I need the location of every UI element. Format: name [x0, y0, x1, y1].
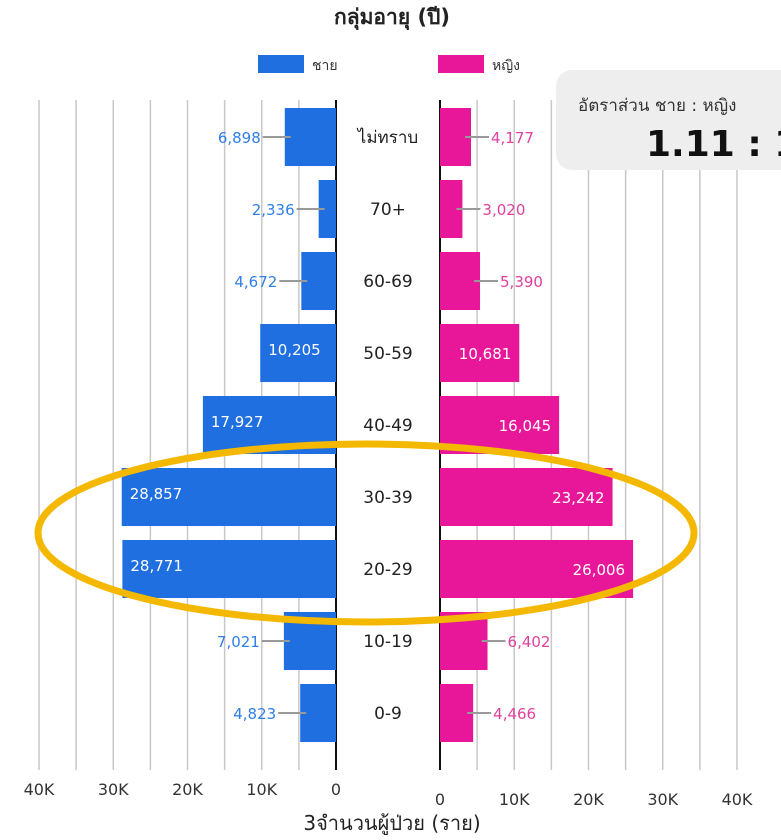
bar-male — [122, 540, 336, 598]
female-value-label: 10,681 — [459, 345, 512, 363]
left-tick-label: 10K — [246, 780, 277, 799]
left-tick-label: 20K — [172, 780, 203, 799]
female-value-label: 26,006 — [573, 561, 626, 579]
category-label: 30-39 — [363, 488, 412, 508]
ratio-value: 1.11 : 1 — [646, 124, 781, 165]
category-label: 60-69 — [363, 272, 412, 292]
legend: ชาย หญิง — [258, 55, 520, 74]
male-value-label: 28,771 — [130, 557, 183, 575]
bar-male — [284, 108, 336, 166]
left-tick-label: 0 — [331, 780, 341, 799]
bar-female — [440, 252, 481, 310]
female-value-label: 6,402 — [508, 633, 551, 651]
x-axis-label: 3จำนวนผู้ป่วย (ราย) — [303, 811, 480, 836]
legend-swatch-female — [438, 55, 484, 73]
left-tick-label: 40K — [24, 780, 55, 799]
bars — [121, 108, 634, 742]
female-value-label: 5,390 — [500, 273, 543, 291]
axis-ticks: 40K 30K 20K 10K 0 0 10K 20K 30K 40K — [24, 780, 753, 809]
right-tick-label: 40K — [722, 790, 753, 809]
female-value-label: 3,020 — [482, 201, 525, 219]
bar-female — [440, 180, 463, 238]
male-value-label: 7,021 — [217, 633, 260, 651]
category-label: ไม่ทราบ — [356, 127, 418, 148]
right-tick-label: 30K — [647, 790, 678, 809]
legend-swatch-male — [258, 55, 304, 73]
female-value-label: 23,242 — [552, 489, 605, 507]
category-label: 40-49 — [363, 416, 412, 436]
right-tick-label: 10K — [499, 790, 530, 809]
right-tick-label: 20K — [573, 790, 604, 809]
male-value-label: 17,927 — [211, 413, 264, 431]
bar-female — [440, 468, 613, 526]
category-label: 70+ — [370, 200, 406, 220]
ratio-label: อัตราส่วน ชาย : หญิง — [578, 96, 737, 116]
female-value-label: 4,466 — [493, 705, 536, 723]
female-value-label: 4,177 — [491, 129, 534, 147]
labels: ไม่ทราบ 6,898 4,177 70+ 2,336 3,020 60-69 4,672… — [130, 127, 625, 724]
female-value-label: 16,045 — [499, 417, 552, 435]
ratio-box: อัตราส่วน ชาย : หญิง 1.11 : 1 — [556, 70, 781, 170]
right-tick-label: 0 — [435, 790, 445, 809]
bar-male — [260, 324, 336, 382]
male-value-label: 2,336 — [252, 201, 295, 219]
male-value-label: 10,205 — [268, 341, 321, 359]
male-value-label: 6,898 — [218, 129, 261, 147]
bar-female — [440, 540, 634, 598]
male-value-label: 4,823 — [233, 705, 276, 723]
category-label: 0-9 — [374, 704, 402, 724]
category-label: 20-29 — [363, 560, 412, 580]
male-value-label: 4,672 — [234, 273, 277, 291]
legend-label-female: หญิง — [492, 58, 520, 74]
male-value-label: 28,857 — [130, 485, 183, 503]
bar-male — [121, 468, 336, 526]
gridlines — [38, 100, 738, 770]
category-label: 50-59 — [363, 344, 412, 364]
highlight-ellipse — [34, 440, 698, 626]
bar-male — [318, 180, 336, 238]
left-tick-label: 30K — [98, 780, 129, 799]
bar-female — [440, 324, 520, 382]
chart-title: กลุ่มอายุ (ปี) — [334, 5, 450, 31]
legend-label-male: ชาย — [312, 58, 338, 74]
category-label: 10-19 — [363, 632, 412, 652]
